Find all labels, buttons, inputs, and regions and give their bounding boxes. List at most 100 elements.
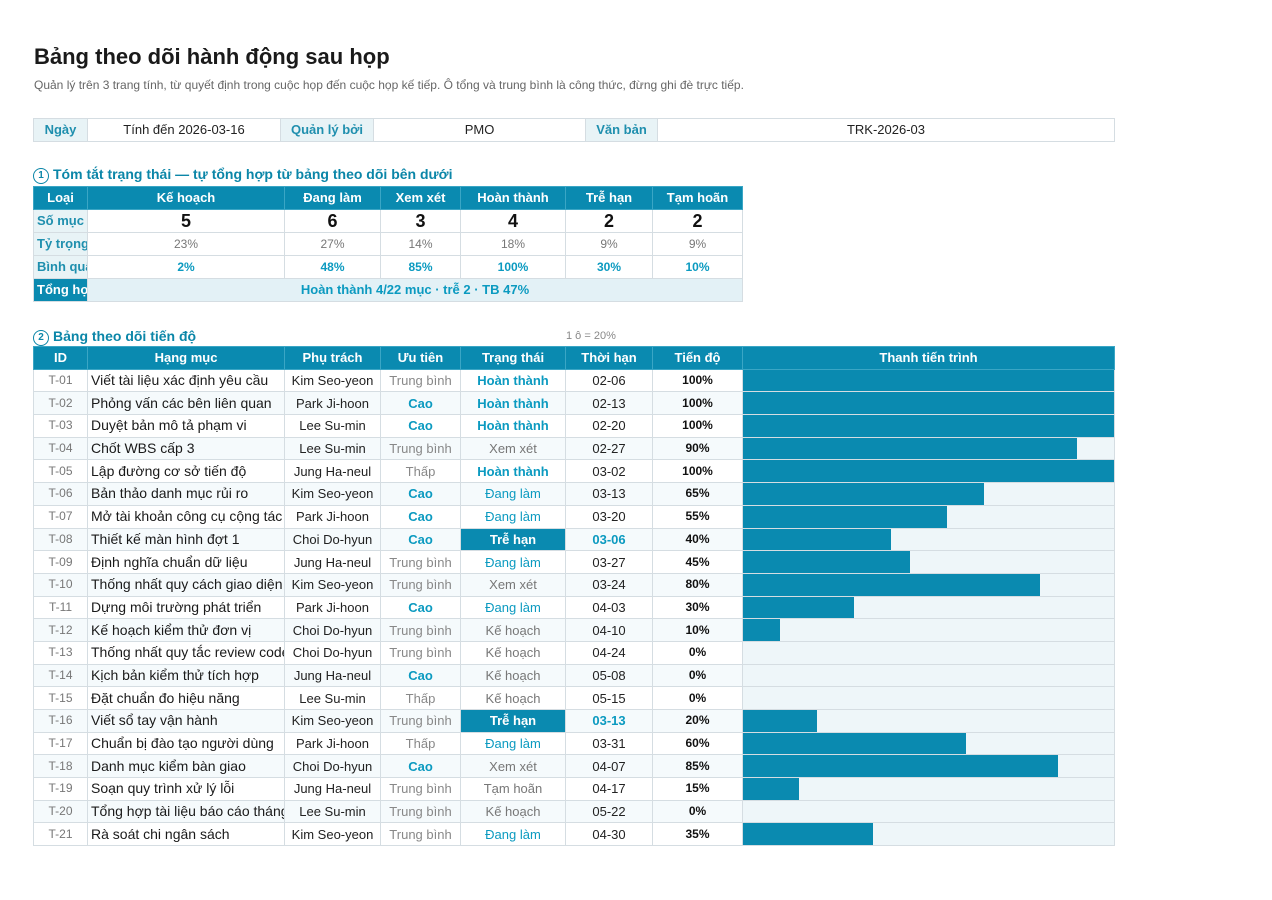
task-name[interactable]: Soạn quy trình xử lý lỗi: [87, 777, 285, 801]
task-priority[interactable]: Cao: [380, 595, 461, 620]
task-owner[interactable]: Jung Ha-neul: [284, 459, 381, 484]
task-priority[interactable]: Cao: [380, 527, 461, 552]
task-status[interactable]: Kế hoạch: [460, 618, 566, 642]
task-status[interactable]: Đang làm: [460, 731, 566, 756]
task-name[interactable]: Dựng môi trường phát triển: [87, 595, 285, 620]
task-due[interactable]: 03-24: [565, 572, 653, 597]
task-name[interactable]: Rà soát chi ngân sách: [87, 822, 285, 847]
task-due[interactable]: 03-27: [565, 550, 653, 574]
task-progress[interactable]: 30%: [652, 595, 743, 620]
task-status[interactable]: Đang làm: [460, 482, 566, 506]
table-row[interactable]: T-07 Mở tài khoản công cụ cộng tác Park Ji…: [33, 504, 1115, 529]
task-owner[interactable]: Park Ji-hoon: [284, 504, 381, 529]
task-owner[interactable]: Lee Su-min: [284, 436, 381, 461]
task-priority[interactable]: Trung bình: [380, 550, 461, 574]
task-status[interactable]: Đang làm: [460, 550, 566, 574]
task-status[interactable]: Hoàn thành: [460, 414, 566, 438]
task-due[interactable]: 03-06: [565, 527, 653, 552]
task-name[interactable]: Danh mục kiểm bàn giao: [87, 754, 285, 779]
task-progress[interactable]: 20%: [652, 709, 743, 733]
task-progress[interactable]: 60%: [652, 731, 743, 756]
task-progress[interactable]: 100%: [652, 414, 743, 438]
task-status[interactable]: Tạm hoãn: [460, 777, 566, 801]
task-progress[interactable]: 0%: [652, 799, 743, 824]
task-due[interactable]: 04-24: [565, 640, 653, 665]
task-status[interactable]: Hoàn thành: [460, 368, 566, 393]
task-status[interactable]: Xem xét: [460, 572, 566, 597]
task-due[interactable]: 05-08: [565, 663, 653, 688]
task-name[interactable]: Phỏng vấn các bên liên quan: [87, 391, 285, 416]
task-owner[interactable]: Kim Seo-yeon: [284, 822, 381, 847]
task-due[interactable]: 05-15: [565, 686, 653, 710]
table-row[interactable]: T-17 Chuẩn bị đào tạo người dùng Park Ji-h…: [33, 731, 1115, 756]
task-progress[interactable]: 80%: [652, 572, 743, 597]
table-row[interactable]: T-05 Lập đường cơ sở tiến độ Jung Ha-neul T…: [33, 459, 1115, 484]
task-status[interactable]: Kế hoạch: [460, 799, 566, 824]
task-status[interactable]: Đang làm: [460, 822, 566, 847]
task-due[interactable]: 02-13: [565, 391, 653, 416]
task-due[interactable]: 02-20: [565, 414, 653, 438]
task-progress[interactable]: 100%: [652, 368, 743, 393]
task-name[interactable]: Kịch bản kiểm thử tích hợp: [87, 663, 285, 688]
task-name[interactable]: Viết sổ tay vận hành: [87, 709, 285, 733]
task-owner[interactable]: Choi Do-hyun: [284, 640, 381, 665]
task-priority[interactable]: Trung bình: [380, 436, 461, 461]
task-owner[interactable]: Jung Ha-neul: [284, 777, 381, 801]
meta-manager-value[interactable]: PMO: [373, 118, 586, 142]
task-priority[interactable]: Trung bình: [380, 822, 461, 847]
task-priority[interactable]: Trung bình: [380, 618, 461, 642]
task-owner[interactable]: Kim Seo-yeon: [284, 709, 381, 733]
table-row[interactable]: T-02 Phỏng vấn các bên liên quan Park Ji-h…: [33, 391, 1115, 416]
task-priority[interactable]: Cao: [380, 504, 461, 529]
task-progress[interactable]: 15%: [652, 777, 743, 801]
task-progress[interactable]: 10%: [652, 618, 743, 642]
task-progress[interactable]: 55%: [652, 504, 743, 529]
table-row[interactable]: T-19 Soạn quy trình xử lý lỗi Jung Ha-neul…: [33, 777, 1115, 801]
task-owner[interactable]: Choi Do-hyun: [284, 618, 381, 642]
task-owner[interactable]: Park Ji-hoon: [284, 595, 381, 620]
meta-date-value[interactable]: Tính đến 2026-03-16: [87, 118, 281, 142]
task-due[interactable]: 04-07: [565, 754, 653, 779]
task-progress[interactable]: 40%: [652, 527, 743, 552]
task-priority[interactable]: Trung bình: [380, 777, 461, 801]
task-status[interactable]: Kế hoạch: [460, 640, 566, 665]
task-status[interactable]: Trễ hạn: [460, 527, 566, 552]
task-status[interactable]: Xem xét: [460, 436, 566, 461]
task-owner[interactable]: Lee Su-min: [284, 686, 381, 710]
table-row[interactable]: T-10 Thống nhất quy cách giao diện Kim Seo…: [33, 572, 1115, 597]
task-due[interactable]: 03-13: [565, 482, 653, 506]
task-name[interactable]: Duyệt bản mô tả phạm vi: [87, 414, 285, 438]
meta-doc-value[interactable]: TRK-2026-03: [657, 118, 1115, 142]
task-status[interactable]: Đang làm: [460, 504, 566, 529]
task-name[interactable]: Chuẩn bị đào tạo người dùng: [87, 731, 285, 756]
table-row[interactable]: T-18 Danh mục kiểm bàn giao Choi Do-hyun Ca…: [33, 754, 1115, 779]
task-progress[interactable]: 100%: [652, 391, 743, 416]
task-progress[interactable]: 100%: [652, 459, 743, 484]
task-owner[interactable]: Park Ji-hoon: [284, 731, 381, 756]
task-name[interactable]: Đặt chuẩn đo hiệu năng: [87, 686, 285, 710]
table-row[interactable]: T-06 Bản thảo danh mục rủi ro Kim Seo-yeon…: [33, 482, 1115, 506]
task-owner[interactable]: Kim Seo-yeon: [284, 368, 381, 393]
task-name[interactable]: Kế hoạch kiểm thử đơn vị: [87, 618, 285, 642]
task-name[interactable]: Mở tài khoản công cụ cộng tác: [87, 504, 285, 529]
task-progress[interactable]: 85%: [652, 754, 743, 779]
task-progress[interactable]: 45%: [652, 550, 743, 574]
task-due[interactable]: 02-27: [565, 436, 653, 461]
task-priority[interactable]: Cao: [380, 391, 461, 416]
task-due[interactable]: 04-17: [565, 777, 653, 801]
task-status[interactable]: Đang làm: [460, 595, 566, 620]
task-owner[interactable]: Lee Su-min: [284, 799, 381, 824]
task-due[interactable]: 05-22: [565, 799, 653, 824]
task-priority[interactable]: Trung bình: [380, 368, 461, 393]
table-row[interactable]: T-03 Duyệt bản mô tả phạm vi Lee Su-min Cao…: [33, 414, 1115, 438]
task-due[interactable]: 03-13: [565, 709, 653, 733]
task-priority[interactable]: Cao: [380, 414, 461, 438]
task-owner[interactable]: Kim Seo-yeon: [284, 572, 381, 597]
table-row[interactable]: T-01 Viết tài liệu xác định yêu cầu Kim Se…: [33, 368, 1115, 393]
task-owner[interactable]: Park Ji-hoon: [284, 391, 381, 416]
task-due[interactable]: 02-06: [565, 368, 653, 393]
task-name[interactable]: Lập đường cơ sở tiến độ: [87, 459, 285, 484]
task-due[interactable]: 03-02: [565, 459, 653, 484]
task-owner[interactable]: Kim Seo-yeon: [284, 482, 381, 506]
table-row[interactable]: T-11 Dựng môi trường phát triển Park Ji-ho…: [33, 595, 1115, 620]
